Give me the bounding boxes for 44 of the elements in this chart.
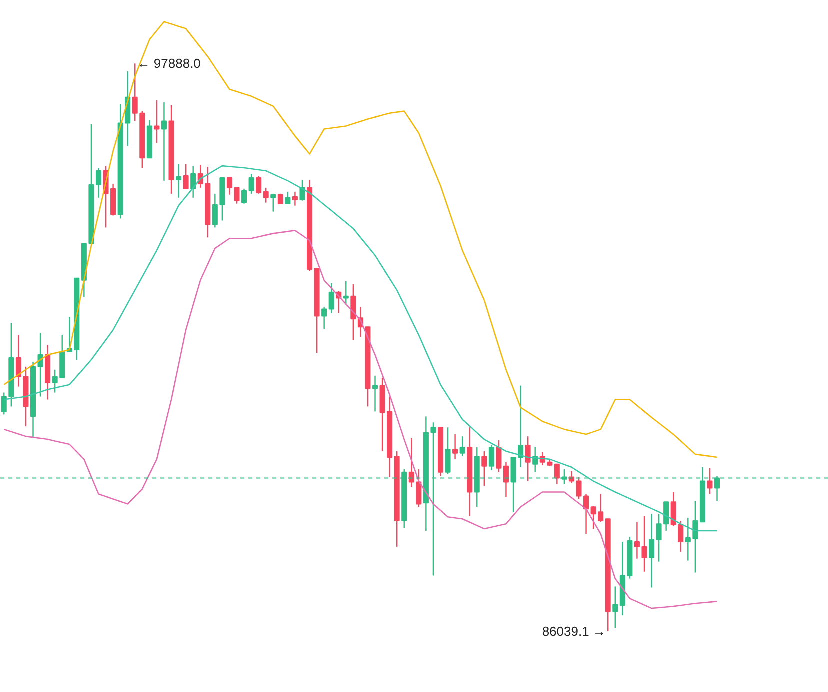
candlestick: [96, 167, 102, 198]
candlestick: [612, 586, 618, 630]
candlestick: [576, 476, 582, 500]
annotation: 86039.1 →: [542, 624, 606, 640]
candlestick: [328, 282, 334, 314]
candlestick: [154, 100, 160, 144]
candlestick: [161, 102, 167, 182]
candlestick: [496, 440, 502, 473]
candlestick: [649, 514, 655, 588]
candlestick: [242, 188, 248, 204]
candlestick: [226, 177, 232, 196]
candlestick: [190, 165, 196, 198]
candlestick: [270, 193, 276, 212]
candlestick: [285, 191, 291, 204]
candlestick: [183, 163, 189, 190]
candlestick: [488, 444, 494, 471]
candlestick: [16, 334, 22, 388]
candlestick: [234, 187, 240, 204]
candlestick: [248, 173, 254, 194]
candlestick: [343, 280, 349, 305]
candlestick: [452, 434, 458, 460]
candlestick: [642, 516, 648, 572]
candlestick: [278, 193, 284, 204]
candlestick: [300, 179, 306, 202]
candlestick: [670, 492, 676, 527]
candlestick: [176, 163, 182, 198]
candlestick: [518, 385, 524, 468]
candlestick: [263, 187, 269, 204]
candlestick: [256, 175, 262, 194]
candlestick: [584, 494, 590, 535]
candlestick: [503, 462, 509, 498]
candlestick: [350, 284, 356, 341]
candlestick: [460, 436, 466, 458]
annotation: ← 97888.0: [137, 56, 201, 72]
candlestick: [292, 191, 298, 206]
candlestick: [678, 520, 684, 553]
candlestick: [525, 436, 531, 482]
candlestick: [707, 468, 713, 495]
candlestick: [372, 375, 378, 412]
candlestick: [445, 427, 451, 475]
candlestick: [322, 306, 328, 330]
candlestick: [634, 521, 640, 560]
candlestick: [554, 464, 560, 485]
candlestick: [482, 450, 488, 487]
